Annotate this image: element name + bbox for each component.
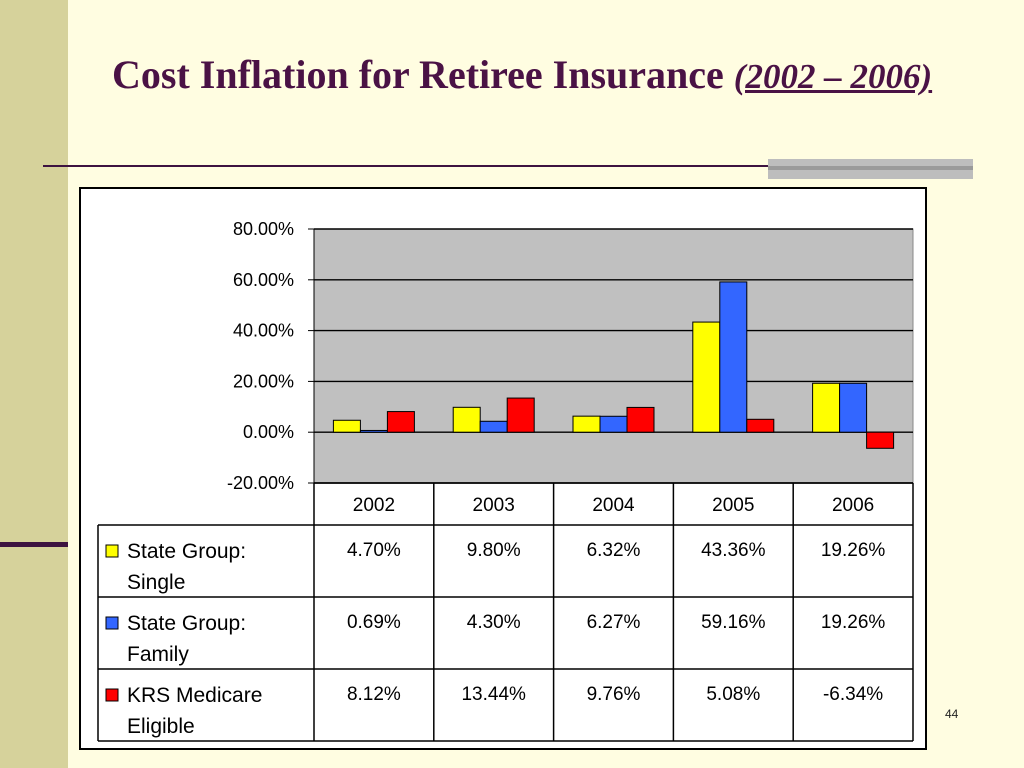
data-value-label: 4.30% [467, 612, 521, 633]
data-value-label: 6.32% [587, 540, 641, 561]
y-tick-label: 0.00% [243, 422, 294, 442]
legend-label: Eligible [127, 715, 195, 738]
legend-label: Single [127, 571, 185, 594]
bar [692, 321, 721, 433]
data-value-label: 5.08% [706, 684, 760, 705]
sidebar-decoration [0, 0, 68, 768]
bar [452, 406, 481, 433]
category-label: 2002 [353, 495, 395, 516]
divider-accent-line [768, 166, 973, 170]
data-value-label: 19.26% [821, 540, 886, 561]
y-tick-label: 40.00% [233, 321, 294, 341]
legend-swatch [105, 616, 119, 630]
bar [746, 418, 775, 433]
y-tick-label: 20.00% [233, 371, 294, 391]
slide-title: Cost Inflation for Retiree Insurance (20… [112, 50, 992, 102]
legend-label: State Group: [127, 612, 246, 635]
y-tick-label: 60.00% [233, 270, 294, 290]
data-value-label: 59.16% [701, 612, 766, 633]
chart-frame: -20.00% 0.00% 20.00% 40.00% 60.00% 80.00% 2002… [79, 187, 927, 750]
bar [866, 431, 895, 449]
page-number: 44 [945, 707, 959, 721]
y-tick-label: -20.00% [227, 473, 294, 493]
data-value-label: 6.27% [587, 612, 641, 633]
legend-label: State Group: [127, 540, 246, 563]
bar [506, 397, 535, 433]
data-value-label: -6.34% [823, 684, 883, 705]
bar [572, 415, 601, 433]
bar-chart: -20.00% 0.00% 20.00% 40.00% 60.00% 80.00% 2002… [97, 219, 914, 742]
slide-title-main: Cost Inflation for Retiree Insurance [112, 52, 724, 97]
bar [626, 406, 655, 433]
category-label: 2004 [592, 495, 635, 516]
slide-title-sub: (2002 – 2006) [733, 57, 933, 96]
category-label: 2003 [473, 495, 515, 516]
data-value-label: 0.69% [347, 612, 401, 633]
legend-label: Family [127, 643, 189, 666]
legend-swatch [105, 688, 119, 702]
data-value-label: 4.70% [347, 540, 401, 561]
data-value-label: 43.36% [701, 540, 766, 561]
bar [332, 419, 361, 433]
plot-area [313, 228, 914, 484]
category-label: 2005 [712, 495, 754, 516]
data-value-label: 13.44% [461, 684, 526, 705]
bar [839, 382, 868, 433]
data-value-label: 19.26% [821, 612, 886, 633]
data-value-label: 9.76% [587, 684, 641, 705]
bar [479, 420, 508, 433]
data-value-label: 8.12% [347, 684, 401, 705]
legend-swatch [105, 544, 119, 558]
category-label: 2006 [832, 495, 874, 516]
bar [359, 429, 388, 433]
title-divider [43, 165, 973, 167]
sidebar-accent-line [0, 542, 68, 547]
data-value-label: 9.80% [467, 540, 521, 561]
bar [599, 415, 628, 433]
legend-label: KRS Medicare [127, 684, 262, 707]
bar [386, 411, 415, 433]
bar [719, 281, 748, 433]
y-tick-label: 80.00% [233, 219, 294, 239]
bar [812, 382, 841, 433]
